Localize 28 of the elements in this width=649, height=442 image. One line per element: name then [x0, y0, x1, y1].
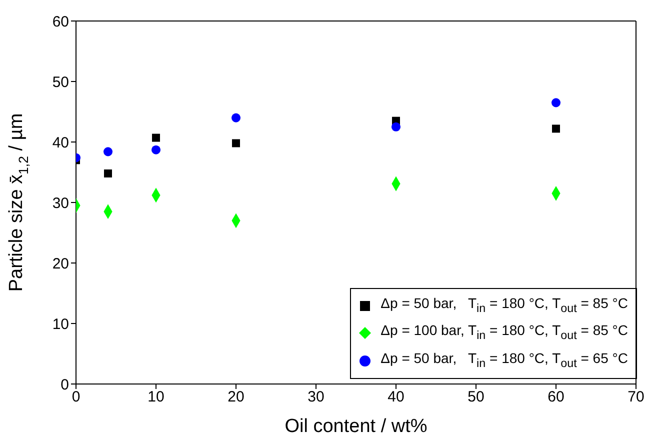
y-tick-label: 10 [52, 316, 69, 333]
legend-label: Δp = 100 bar, T$_{in}$ = 180 °C, T$_{out}$ = 85 °C [380, 321, 628, 344]
y-tick-label: 20 [52, 255, 69, 272]
x-tick-label: 30 [308, 388, 324, 406]
y-tick-label: 40 [52, 134, 69, 152]
y-tick-label: 30 [52, 194, 69, 212]
point [552, 124, 560, 133]
legend-label: Δp = 50 bar, T$_{in}$ = 180 °C, T$_{out}$ = 85 °C [380, 294, 628, 316]
x-tick-label: 40 [388, 388, 404, 406]
point [231, 113, 241, 122]
x-tick-label: 70 [628, 388, 644, 406]
point [104, 169, 112, 178]
x-tick-label: 20 [228, 388, 244, 406]
point [391, 122, 401, 132]
legend-label: Δp = 50 bar, T$_{in}$ = 180 °C, T$_{out}$ = 65 °C [380, 349, 628, 372]
point [232, 139, 240, 148]
y-tick-label: 0 [60, 376, 69, 394]
x-tick-label: 50 [468, 388, 484, 406]
x-tick-label: 0 [72, 388, 80, 406]
point [551, 98, 561, 108]
x-tick-label: 10 [148, 388, 164, 406]
point [151, 145, 161, 154]
x-axis-title: Oil content / wt% [284, 416, 428, 437]
point [103, 147, 113, 156]
y-tick-label: 50 [52, 74, 69, 91]
y-tick-label: 60 [52, 13, 69, 30]
point [152, 134, 160, 142]
x-tick-label: 60 [548, 388, 564, 406]
